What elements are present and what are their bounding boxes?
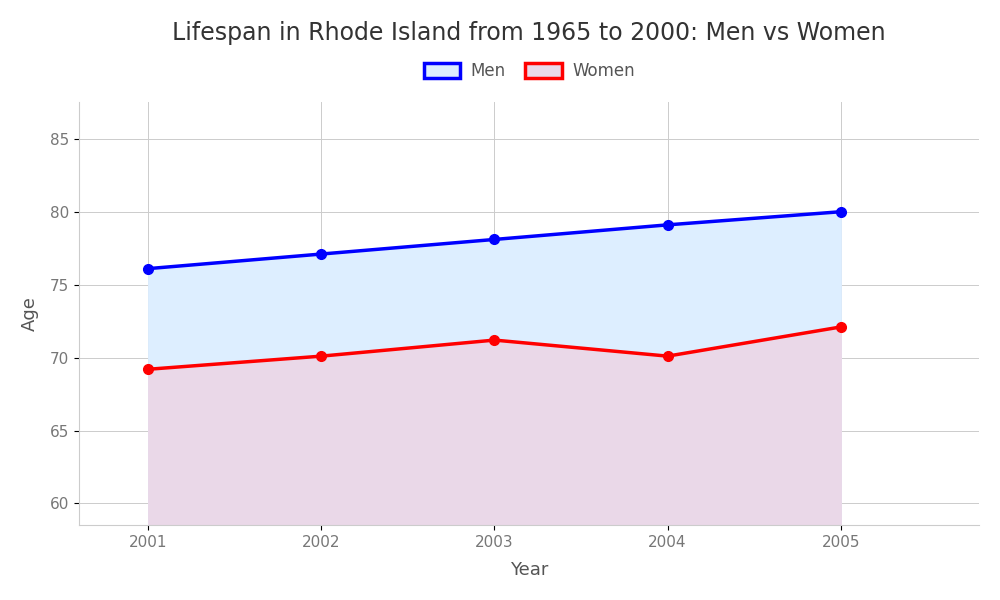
X-axis label: Year: Year	[510, 561, 548, 579]
Title: Lifespan in Rhode Island from 1965 to 2000: Men vs Women: Lifespan in Rhode Island from 1965 to 20…	[172, 21, 886, 45]
Legend: Men, Women: Men, Women	[417, 56, 641, 87]
Y-axis label: Age: Age	[21, 296, 39, 331]
